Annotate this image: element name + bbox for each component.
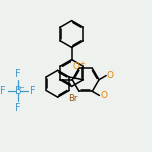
Text: F: F [15, 103, 21, 113]
Text: O: O [73, 62, 79, 71]
Text: F: F [0, 86, 6, 96]
Text: +: + [79, 61, 85, 67]
Text: F: F [15, 69, 21, 79]
Text: B: B [15, 86, 21, 96]
Text: O: O [107, 71, 114, 80]
Text: Br: Br [68, 94, 77, 103]
Text: −: − [18, 85, 24, 91]
Text: O: O [100, 91, 107, 100]
Text: F: F [30, 86, 36, 96]
